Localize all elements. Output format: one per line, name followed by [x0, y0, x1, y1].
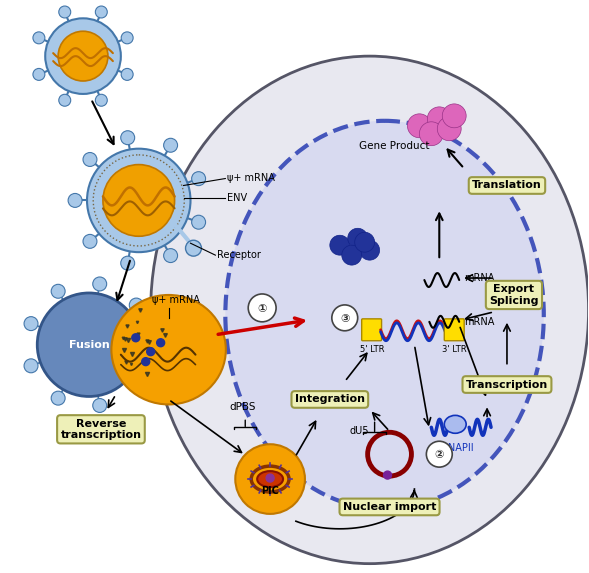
Circle shape — [33, 68, 45, 80]
Circle shape — [121, 68, 133, 80]
Circle shape — [24, 359, 38, 373]
Text: ②: ② — [435, 450, 444, 460]
Circle shape — [130, 378, 143, 391]
Text: ①: ① — [257, 304, 267, 314]
Text: 3' LTR: 3' LTR — [442, 345, 466, 354]
Ellipse shape — [226, 121, 544, 509]
Circle shape — [266, 474, 274, 482]
Ellipse shape — [111, 295, 226, 405]
Circle shape — [103, 164, 174, 236]
Text: Receptor: Receptor — [217, 250, 262, 260]
Text: Transcription: Transcription — [466, 379, 548, 390]
Circle shape — [191, 215, 206, 229]
Text: Reverse
transcription: Reverse transcription — [61, 418, 141, 440]
Circle shape — [437, 117, 461, 141]
Text: ψ+ mRNA: ψ+ mRNA — [227, 172, 275, 183]
Circle shape — [348, 228, 368, 248]
Circle shape — [59, 95, 71, 106]
Circle shape — [330, 236, 350, 255]
Circle shape — [58, 32, 108, 81]
Circle shape — [164, 249, 177, 262]
Text: dPBS: dPBS — [229, 402, 256, 413]
Circle shape — [95, 95, 107, 106]
Circle shape — [383, 471, 392, 479]
Circle shape — [92, 398, 107, 413]
Ellipse shape — [444, 415, 466, 433]
Circle shape — [428, 107, 451, 131]
Circle shape — [248, 294, 276, 322]
Circle shape — [121, 256, 135, 270]
Circle shape — [186, 240, 201, 256]
Circle shape — [83, 152, 97, 166]
Circle shape — [332, 305, 358, 331]
Circle shape — [87, 148, 190, 252]
Ellipse shape — [257, 471, 283, 487]
Circle shape — [51, 391, 65, 405]
Circle shape — [121, 131, 135, 144]
Circle shape — [419, 122, 444, 146]
Ellipse shape — [151, 56, 588, 564]
Circle shape — [426, 441, 452, 467]
Text: PIC: PIC — [261, 486, 279, 496]
Text: dU5: dU5 — [350, 426, 369, 436]
FancyBboxPatch shape — [444, 319, 464, 341]
Circle shape — [408, 114, 431, 138]
Text: ψ+ mRNA: ψ+ mRNA — [151, 295, 200, 305]
Text: Fusion: Fusion — [69, 340, 110, 350]
Circle shape — [130, 298, 143, 312]
Circle shape — [37, 293, 141, 397]
Text: Translation: Translation — [472, 180, 542, 190]
Circle shape — [164, 138, 177, 152]
Circle shape — [92, 277, 107, 291]
Text: ③: ③ — [340, 314, 349, 324]
Circle shape — [45, 18, 121, 94]
Circle shape — [442, 104, 466, 128]
Text: Nuclear import: Nuclear import — [343, 502, 436, 512]
Circle shape — [157, 339, 165, 347]
Text: mRNA: mRNA — [464, 273, 495, 283]
Circle shape — [24, 317, 38, 331]
Circle shape — [144, 337, 158, 352]
Text: Export
Splicing: Export Splicing — [489, 284, 539, 306]
Text: 5' LTR: 5' LTR — [360, 345, 385, 354]
Text: Gene Product: Gene Product — [359, 141, 430, 151]
Circle shape — [51, 284, 65, 299]
Circle shape — [191, 172, 206, 186]
Text: RNAPII: RNAPII — [441, 444, 474, 453]
Circle shape — [355, 232, 375, 252]
Text: Integration: Integration — [295, 394, 365, 405]
Circle shape — [68, 194, 82, 207]
FancyBboxPatch shape — [362, 319, 382, 341]
Circle shape — [33, 32, 45, 44]
Circle shape — [342, 245, 362, 265]
Text: ENV: ENV — [227, 194, 247, 203]
Circle shape — [83, 234, 97, 248]
Circle shape — [147, 348, 155, 356]
Circle shape — [360, 240, 379, 260]
Circle shape — [95, 6, 107, 18]
Circle shape — [121, 32, 133, 44]
Circle shape — [235, 444, 305, 514]
Circle shape — [142, 358, 150, 366]
Circle shape — [132, 333, 140, 342]
Circle shape — [59, 6, 71, 18]
Text: mRNA: mRNA — [464, 317, 495, 327]
